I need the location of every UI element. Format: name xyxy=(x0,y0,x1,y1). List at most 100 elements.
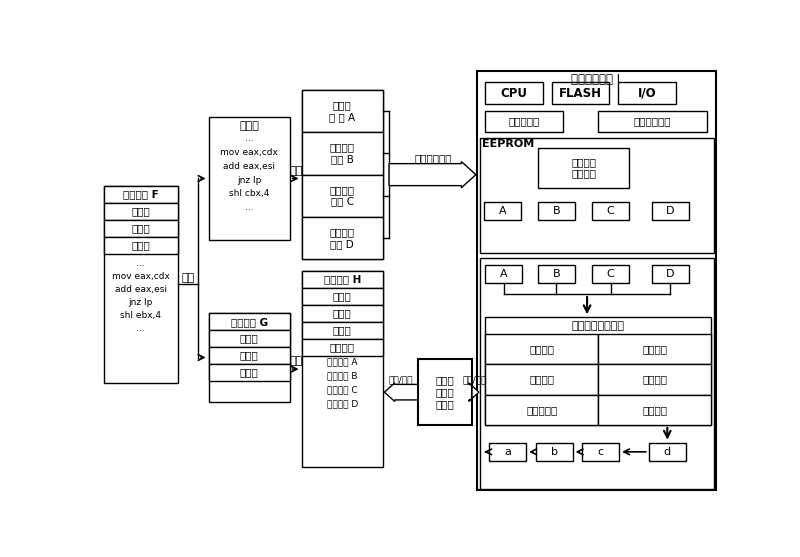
Text: 程序文件 G: 程序文件 G xyxy=(230,317,268,327)
Text: 代码段: 代码段 xyxy=(240,368,258,378)
Text: 随机数发生器: 随机数发生器 xyxy=(634,116,671,126)
Bar xyxy=(592,202,630,220)
Text: ...: ... xyxy=(245,203,254,212)
Bar xyxy=(209,117,290,240)
Bar xyxy=(598,334,711,364)
Text: 代码段: 代码段 xyxy=(131,241,150,251)
Bar xyxy=(652,265,689,283)
Text: c: c xyxy=(598,447,604,457)
Bar xyxy=(302,339,383,355)
Text: 请求/应答: 请求/应答 xyxy=(462,375,487,384)
Bar xyxy=(302,133,383,175)
Bar xyxy=(485,317,711,425)
Polygon shape xyxy=(469,383,479,402)
Text: A: A xyxy=(500,269,507,279)
Text: 程序文件 H: 程序文件 H xyxy=(323,275,361,285)
Bar xyxy=(485,394,598,425)
Text: 智能卡加密锁 L: 智能卡加密锁 L xyxy=(570,72,623,86)
Text: 填充: 填充 xyxy=(289,356,302,367)
Bar xyxy=(552,82,609,104)
Text: 保存到加密锁: 保存到加密锁 xyxy=(414,153,452,163)
Text: 程序文件 F: 程序文件 F xyxy=(123,190,158,199)
Bar xyxy=(480,258,714,489)
Text: add eax,esi: add eax,esi xyxy=(223,162,275,170)
Text: jnz lp: jnz lp xyxy=(237,175,262,184)
Bar xyxy=(302,271,383,288)
Bar xyxy=(302,175,383,217)
Bar xyxy=(484,202,521,220)
Text: D: D xyxy=(666,206,674,216)
Text: mov eax,cdx: mov eax,cdx xyxy=(220,148,278,157)
Text: ...: ... xyxy=(245,134,254,143)
Bar xyxy=(485,364,598,394)
Text: jnz lp: jnz lp xyxy=(129,298,153,307)
Bar xyxy=(598,394,711,425)
Bar xyxy=(538,265,575,283)
Text: ...: ... xyxy=(136,258,145,268)
Text: B: B xyxy=(553,269,560,279)
Text: shl ebx,4: shl ebx,4 xyxy=(120,311,161,320)
Text: 分离: 分离 xyxy=(182,273,195,283)
Text: 请求/应答: 请求/应答 xyxy=(388,375,413,384)
Bar xyxy=(302,217,383,260)
Text: 分解模块: 分解模块 xyxy=(642,344,667,354)
Text: 加解密模块: 加解密模块 xyxy=(526,405,558,415)
Bar xyxy=(209,330,290,347)
Bar xyxy=(104,237,178,254)
Text: 堆栈段: 堆栈段 xyxy=(240,350,258,360)
Bar xyxy=(618,82,676,104)
Text: 保护模块: 保护模块 xyxy=(530,374,554,384)
Text: d: d xyxy=(664,447,671,457)
Bar xyxy=(485,334,598,364)
Bar xyxy=(104,220,178,237)
Bar xyxy=(485,265,522,283)
Text: 加密锁
过滤驱
动程序: 加密锁 过滤驱 动程序 xyxy=(435,375,454,409)
Text: 分析模块: 分析模块 xyxy=(530,344,554,354)
Polygon shape xyxy=(389,162,476,188)
Text: 数据段: 数据段 xyxy=(131,207,150,217)
Text: 通讯代码 C: 通讯代码 C xyxy=(327,385,358,394)
Text: C: C xyxy=(607,269,614,279)
Bar xyxy=(209,313,290,330)
Bar xyxy=(104,186,178,383)
Bar xyxy=(302,271,383,467)
Bar xyxy=(302,90,383,260)
Bar xyxy=(209,364,290,381)
Bar xyxy=(302,322,383,339)
Text: 分离代码处理引擎: 分离代码处理引擎 xyxy=(572,321,625,331)
Bar xyxy=(582,443,619,461)
Text: A: A xyxy=(498,206,506,216)
Text: 数据段: 数据段 xyxy=(240,334,258,344)
Text: 分离代码
处理引擎: 分离代码 处理引擎 xyxy=(571,157,596,178)
Text: ...: ... xyxy=(136,324,145,333)
Text: D: D xyxy=(666,269,674,279)
Bar xyxy=(302,90,383,133)
Bar xyxy=(418,359,472,425)
Text: 代码段: 代码段 xyxy=(333,325,351,335)
Bar xyxy=(209,313,290,402)
Text: FLASH: FLASH xyxy=(559,86,602,100)
Bar xyxy=(598,364,711,394)
Bar xyxy=(480,138,714,253)
Bar xyxy=(489,443,526,461)
Bar xyxy=(652,202,689,220)
Text: 通讯代码 B: 通讯代码 B xyxy=(327,371,358,380)
Text: 堆栈段: 堆栈段 xyxy=(333,308,351,318)
Text: 事件处理
模块 B: 事件处理 模块 B xyxy=(330,143,354,164)
Text: 初始化
模 块 A: 初始化 模 块 A xyxy=(329,100,355,122)
Text: 数据段: 数据段 xyxy=(333,291,351,301)
Bar xyxy=(104,203,178,220)
Bar xyxy=(538,148,630,188)
Text: mov eax,cdx: mov eax,cdx xyxy=(112,272,170,281)
Bar xyxy=(535,443,573,461)
Text: CPU: CPU xyxy=(500,86,527,100)
Bar xyxy=(592,265,630,283)
Text: 交互代码: 交互代码 xyxy=(330,342,354,352)
Text: 代码段: 代码段 xyxy=(239,121,259,131)
Text: 堆栈段: 堆栈段 xyxy=(131,223,150,233)
Text: EEPROM: EEPROM xyxy=(482,139,534,149)
Text: B: B xyxy=(553,206,560,216)
Text: 通讯代码 D: 通讯代码 D xyxy=(326,399,358,408)
Bar xyxy=(104,186,178,203)
Polygon shape xyxy=(385,383,418,402)
